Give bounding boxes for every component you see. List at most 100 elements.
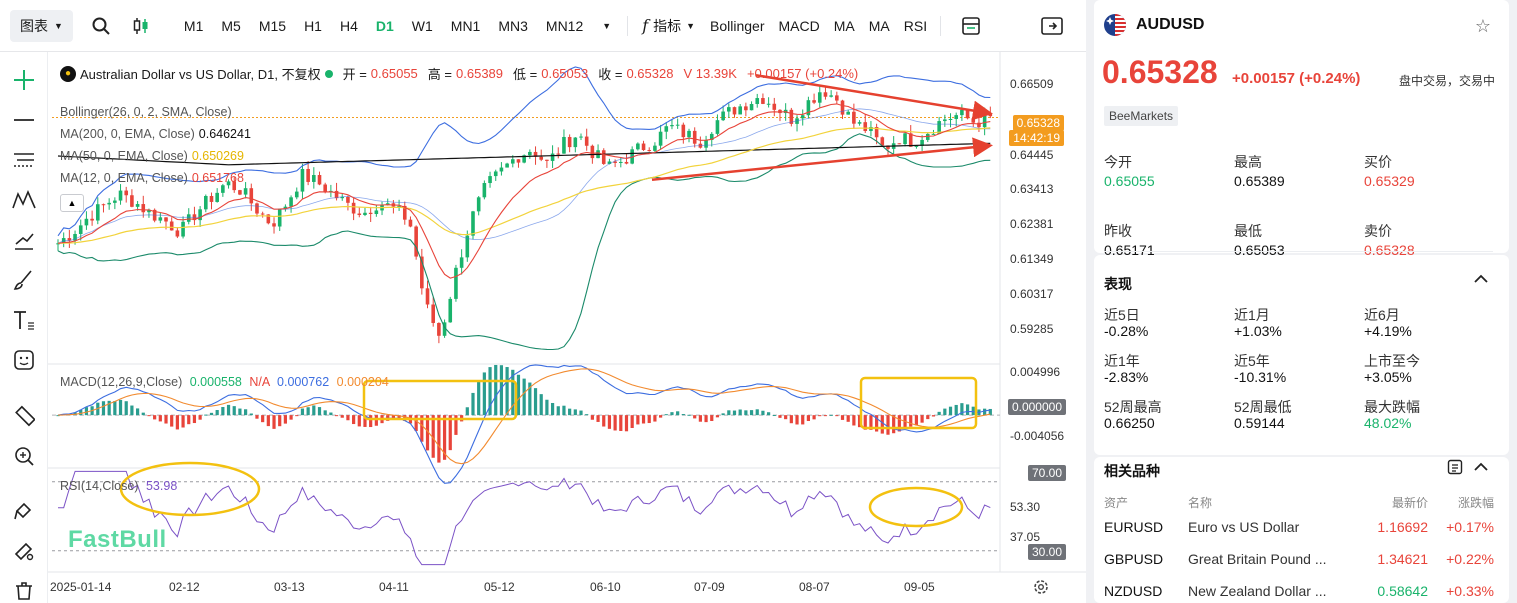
timeframe-h4[interactable]: H4 — [339, 17, 358, 34]
trend-line-icon[interactable] — [8, 104, 40, 136]
candle-body — [499, 167, 504, 172]
ruler-icon[interactable] — [8, 400, 40, 432]
bollinger-upper-line — [57, 66, 991, 237]
projection-icon[interactable] — [8, 224, 40, 256]
indicator-ma-2[interactable]: MA — [868, 17, 890, 34]
candle-body — [658, 131, 663, 146]
macd-histogram-bar — [283, 415, 287, 424]
emoji-icon[interactable] — [8, 344, 40, 376]
chevron-up-icon[interactable] — [1473, 459, 1489, 475]
candle-body — [550, 153, 555, 161]
ma12-legend[interactable]: MA(12, 0, EMA, Close) 0.651768 — [60, 171, 244, 185]
timeframe-more-chevron-icon[interactable]: ▼ — [602, 20, 612, 31]
ma200-legend[interactable]: MA(200, 0, EMA, Close) 0.646241 — [60, 127, 251, 141]
ma50-legend-value: 0.650269 — [191, 149, 244, 163]
timeframe-mn12[interactable]: MN12 — [545, 17, 584, 34]
chart-canvas[interactable] — [48, 52, 1086, 603]
candle-body — [135, 204, 140, 207]
related-row-eurusd[interactable]: EURUSD Euro vs US Dollar 1.16692 +0.17% — [1104, 519, 1494, 535]
pattern-icon[interactable] — [8, 184, 40, 216]
timeframe-w1[interactable]: W1 — [411, 17, 433, 34]
candlestick-icon[interactable] — [121, 6, 161, 46]
macd-histogram-bar — [914, 415, 919, 426]
candle-body — [221, 185, 225, 193]
timeframe-mn1[interactable]: MN1 — [450, 17, 481, 34]
related-table-header: 资产 名称 最新价 涨跌幅 — [1104, 494, 1494, 511]
rsi-legend[interactable]: RSI(14,Close) 53.98 — [60, 479, 177, 493]
search-icon[interactable] — [81, 6, 121, 46]
rsi-highlight-ellipse — [119, 461, 261, 517]
related-price: 1.16692 — [1377, 519, 1428, 535]
candle-body — [943, 119, 947, 122]
macd-legend[interactable]: MACD(12,26,9,Close) 0.000558 N/A 0.00076… — [60, 375, 389, 389]
macd-histogram-bar — [613, 415, 617, 431]
macd-histogram-bar — [937, 411, 941, 416]
candle-body — [488, 176, 492, 184]
timeframe-m5[interactable]: M5 — [221, 17, 241, 34]
trash-icon[interactable] — [8, 574, 40, 603]
timeframe-h1[interactable]: H1 — [304, 17, 322, 34]
timeframe-d1[interactable]: D1 — [375, 17, 394, 34]
macd-histogram-bar — [920, 415, 924, 423]
candle-body — [306, 168, 310, 182]
ma50-legend[interactable]: MA(50, 0, EMA, Close) 0.650269 — [60, 149, 244, 163]
bollinger-legend[interactable]: Bollinger(26, 0, 2, SMA, Close) — [60, 105, 232, 119]
rsi-axis-label: 53.30 — [1010, 500, 1041, 514]
price-chart[interactable]: ● Australian Dollar vs US Dollar, D1, 不复… — [48, 52, 1086, 603]
horizontal-lines-icon[interactable] — [8, 144, 40, 176]
macd-histogram-bar — [391, 415, 396, 420]
indicators-label: 指标 — [653, 17, 682, 34]
related-title: 相关品种 — [1104, 463, 1160, 479]
macd-histogram-bar — [676, 411, 680, 416]
brush-icon[interactable] — [8, 264, 40, 296]
macd-histogram-bar — [784, 415, 788, 420]
macd-histogram-bar — [84, 407, 89, 416]
macd-histogram-bar — [414, 415, 418, 432]
chevron-up-icon[interactable] — [1473, 271, 1489, 287]
close-label: 收 = — [598, 67, 623, 82]
related-row-nzdusd[interactable]: NZDUSD New Zealand Dollar ... 0.58642 +0… — [1104, 583, 1494, 599]
indicators-button[interactable]: f 指标 ▼ — [634, 16, 703, 36]
macd-histogram-bar — [118, 399, 123, 416]
candle-body — [425, 288, 430, 305]
magnet-icon[interactable] — [8, 494, 40, 526]
candle-body — [960, 109, 964, 116]
indicator-rsi[interactable]: RSI — [903, 17, 928, 34]
candle-body — [914, 145, 919, 147]
quote-value: 0.65055 — [1104, 173, 1155, 189]
macd-histogram-bar — [687, 414, 691, 416]
macd-histogram-bar — [607, 415, 612, 429]
candle-body — [988, 114, 993, 117]
volume-value: V 13.39K — [683, 66, 737, 81]
macd-histogram-bar — [198, 415, 202, 420]
list-icon[interactable] — [1447, 459, 1463, 475]
drawing-toolbar — [0, 52, 48, 603]
timeframe-mn3[interactable]: MN3 — [498, 17, 528, 34]
crosshair-icon[interactable] — [8, 64, 40, 96]
macd-histogram-bar — [857, 415, 862, 428]
indicator-macd[interactable]: MACD — [778, 17, 820, 34]
candle-body — [948, 118, 953, 120]
layout-icon[interactable] — [951, 6, 991, 46]
related-row-gbpusd[interactable]: GBPUSD Great Britain Pound ... 1.34621 +… — [1104, 551, 1494, 567]
text-icon[interactable] — [8, 304, 40, 336]
candle-body — [118, 190, 123, 201]
candle-body — [476, 197, 481, 212]
collapse-legend-button[interactable]: ▲ — [60, 194, 84, 212]
chart-type-select[interactable]: 图表 ▼ — [10, 9, 73, 42]
timeframe-m1[interactable]: M1 — [183, 17, 204, 34]
chart-settings-icon[interactable] — [1032, 578, 1050, 596]
quote-value: 0.65389 — [1234, 173, 1285, 189]
indicator-bollinger[interactable]: Bollinger — [710, 17, 765, 34]
quote-value: 0.65329 — [1364, 173, 1415, 189]
header-price: 最新价 — [1391, 496, 1428, 510]
fullscreen-icon[interactable] — [1032, 6, 1072, 46]
rsi-axis-label: 37.05 — [1010, 530, 1041, 544]
star-icon[interactable]: ☆ — [1474, 16, 1491, 36]
performance-title: 表现 — [1104, 276, 1132, 292]
timeframe-m15[interactable]: M15 — [258, 17, 287, 34]
macd-histogram-bar — [170, 415, 174, 427]
lock-drawings-icon[interactable] — [8, 534, 40, 566]
indicator-ma-1[interactable]: MA — [833, 17, 855, 34]
zoom-in-icon[interactable] — [8, 440, 40, 472]
